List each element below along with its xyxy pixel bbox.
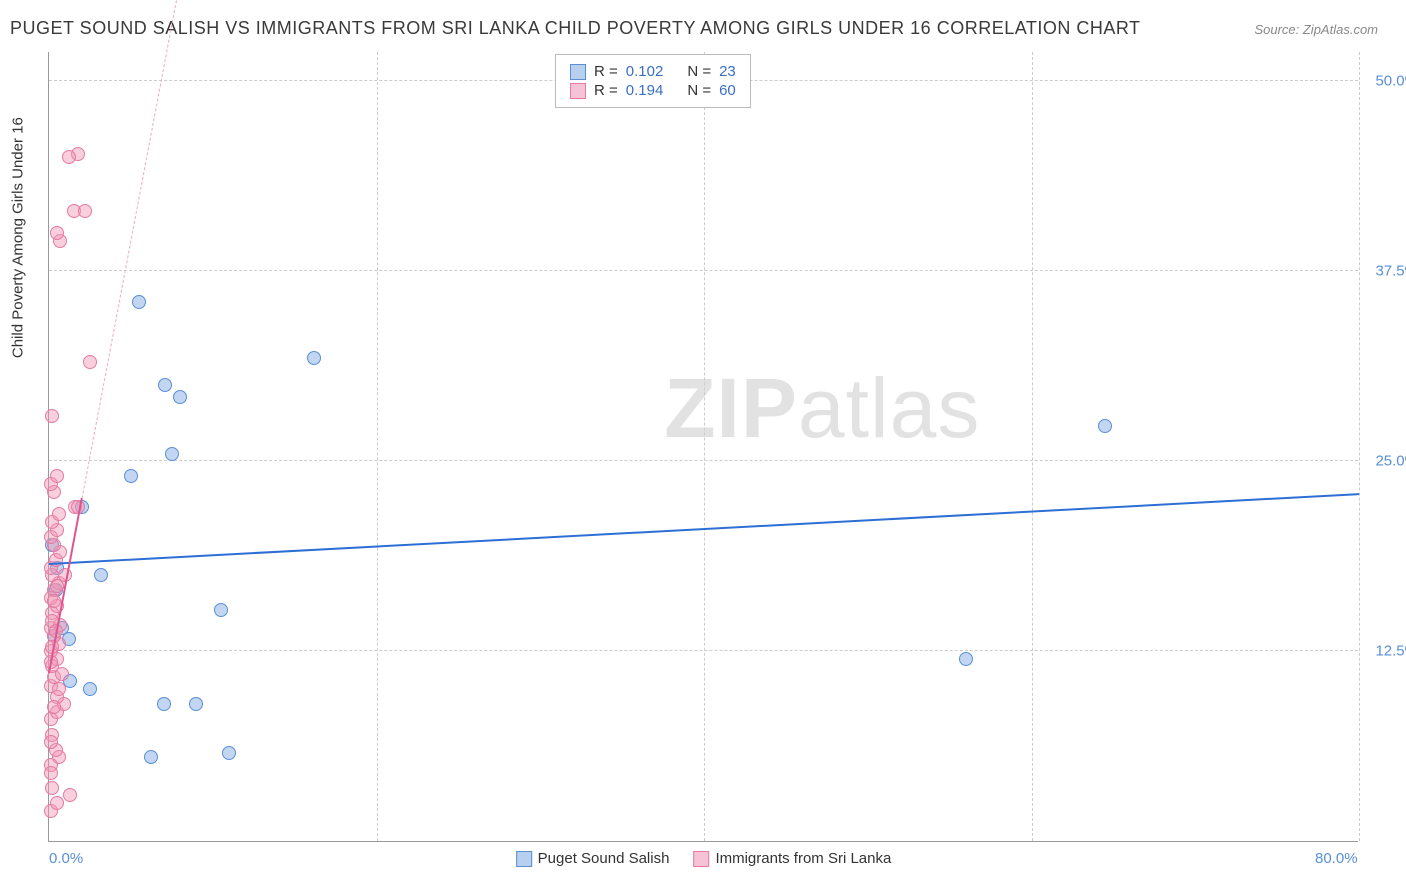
chart-title: PUGET SOUND SALISH VS IMMIGRANTS FROM SR… [10, 18, 1141, 39]
data-point [222, 746, 236, 760]
data-point [157, 697, 171, 711]
watermark-bold: ZIP [664, 361, 798, 455]
legend-r-value: 0.194 [626, 82, 664, 99]
data-point [189, 697, 203, 711]
grid-line-v [1032, 52, 1033, 841]
legend-bottom-item: Puget Sound Salish [516, 850, 670, 867]
data-point [83, 355, 97, 369]
data-point [78, 204, 92, 218]
legend-n-label: N = [687, 82, 711, 99]
data-point [214, 603, 228, 617]
legend-swatch [516, 851, 532, 867]
y-tick-label: 12.5% [1363, 643, 1406, 660]
data-point [55, 667, 69, 681]
data-point [173, 390, 187, 404]
legend-swatch [693, 851, 709, 867]
y-axis-label: Child Poverty Among Girls Under 16 [10, 117, 27, 358]
data-point [50, 579, 64, 593]
data-point [44, 766, 58, 780]
data-point [50, 469, 64, 483]
data-point [52, 507, 66, 521]
source-attribution: Source: ZipAtlas.com [1254, 22, 1378, 37]
legend-bottom-item: Immigrants from Sri Lanka [693, 850, 891, 867]
watermark-rest: atlas [798, 361, 980, 455]
legend-n-label: N = [687, 63, 711, 80]
data-point [47, 594, 61, 608]
data-point [144, 750, 158, 764]
data-point [165, 447, 179, 461]
data-point [307, 351, 321, 365]
data-point [50, 226, 64, 240]
y-tick-label: 37.5% [1363, 263, 1406, 280]
x-tick-label: 80.0% [1315, 850, 1358, 867]
grid-line-v [704, 52, 705, 841]
data-point [45, 409, 59, 423]
legend-r-value: 0.102 [626, 63, 664, 80]
data-point [62, 150, 76, 164]
grid-line-v [377, 52, 378, 841]
legend-n-value: 23 [719, 63, 736, 80]
data-point [158, 378, 172, 392]
legend-top: R = 0.102 N = 23 R = 0.194 N = 60 [555, 54, 751, 108]
data-point [1098, 419, 1112, 433]
plot-area: ZIPatlas Puget Sound SalishImmigrants fr… [48, 52, 1358, 842]
legend-r-label: R = [594, 63, 618, 80]
trend-line [81, 0, 262, 499]
data-point [83, 682, 97, 696]
data-point [63, 788, 77, 802]
legend-bottom: Puget Sound Salish Immigrants from Sri La… [516, 850, 892, 867]
data-point [94, 568, 108, 582]
legend-swatch [570, 83, 586, 99]
legend-swatch [570, 64, 586, 80]
data-point [44, 735, 58, 749]
legend-top-row: R = 0.194 N = 60 [570, 82, 736, 99]
legend-top-row: R = 0.102 N = 23 [570, 63, 736, 80]
data-point [50, 796, 64, 810]
legend-r-label: R = [594, 82, 618, 99]
y-tick-label: 25.0% [1363, 453, 1406, 470]
data-point [959, 652, 973, 666]
data-point [132, 295, 146, 309]
x-tick-label: 0.0% [49, 850, 83, 867]
grid-line-v [1359, 52, 1360, 841]
data-point [52, 682, 66, 696]
legend-series-name: Immigrants from Sri Lanka [715, 850, 891, 867]
watermark: ZIPatlas [664, 360, 980, 457]
data-point [124, 469, 138, 483]
y-tick-label: 50.0% [1363, 73, 1406, 90]
data-point [47, 700, 61, 714]
legend-series-name: Puget Sound Salish [538, 850, 670, 867]
data-point [45, 781, 59, 795]
legend-n-value: 60 [719, 82, 736, 99]
